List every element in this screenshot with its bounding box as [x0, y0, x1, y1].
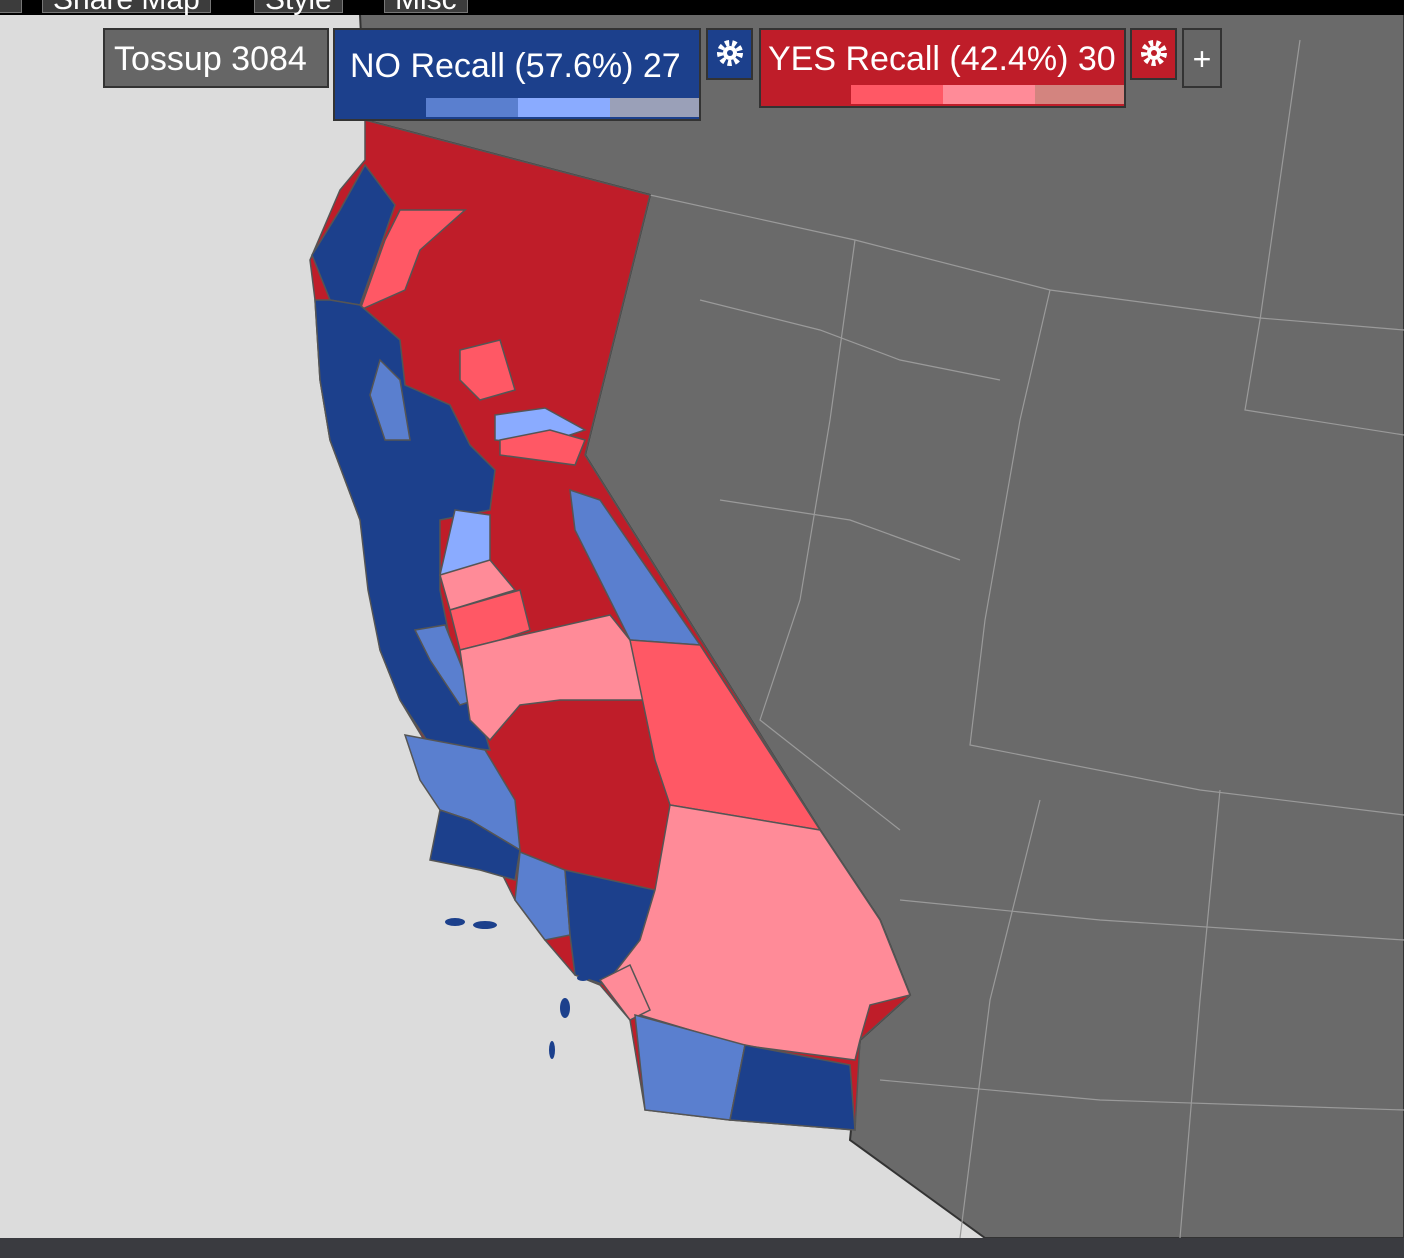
- no-box[interactable]: NO Recall (57.6%) 27: [333, 28, 701, 121]
- yes-shade[interactable]: [851, 85, 943, 104]
- yes-shade[interactable]: [943, 85, 1035, 104]
- no-shade[interactable]: [426, 98, 518, 117]
- misc-button[interactable]: Misc: [384, 0, 468, 15]
- share-map-button[interactable]: Share Map: [42, 0, 211, 15]
- no-settings[interactable]: [706, 28, 753, 80]
- gear-icon: [1141, 40, 1167, 66]
- yes-shade[interactable]: [1035, 85, 1124, 104]
- tossup-box[interactable]: Tossup 3084: [103, 28, 329, 88]
- style-button[interactable]: Style: [254, 0, 343, 15]
- bottom-bar: [0, 1238, 1404, 1258]
- no-label: NO Recall (57.6%) 27: [350, 47, 681, 85]
- california: [309, 119, 912, 1131]
- yes-settings[interactable]: [1130, 28, 1177, 80]
- islands: [445, 918, 589, 1059]
- toolbar-button[interactable]: [0, 0, 22, 13]
- add-button[interactable]: +: [1182, 28, 1222, 88]
- yes-box[interactable]: YES Recall (42.4%) 30: [759, 28, 1126, 108]
- tossup-label: Tossup 3084: [114, 40, 307, 78]
- gear-icon: [717, 40, 743, 66]
- no-shade[interactable]: [610, 98, 699, 117]
- no-shade[interactable]: [518, 98, 610, 117]
- toolbar: Share Map Style Misc: [0, 0, 1404, 15]
- county-borders: [649, 39, 1404, 1239]
- yes-label: YES Recall (42.4%) 30: [768, 40, 1116, 78]
